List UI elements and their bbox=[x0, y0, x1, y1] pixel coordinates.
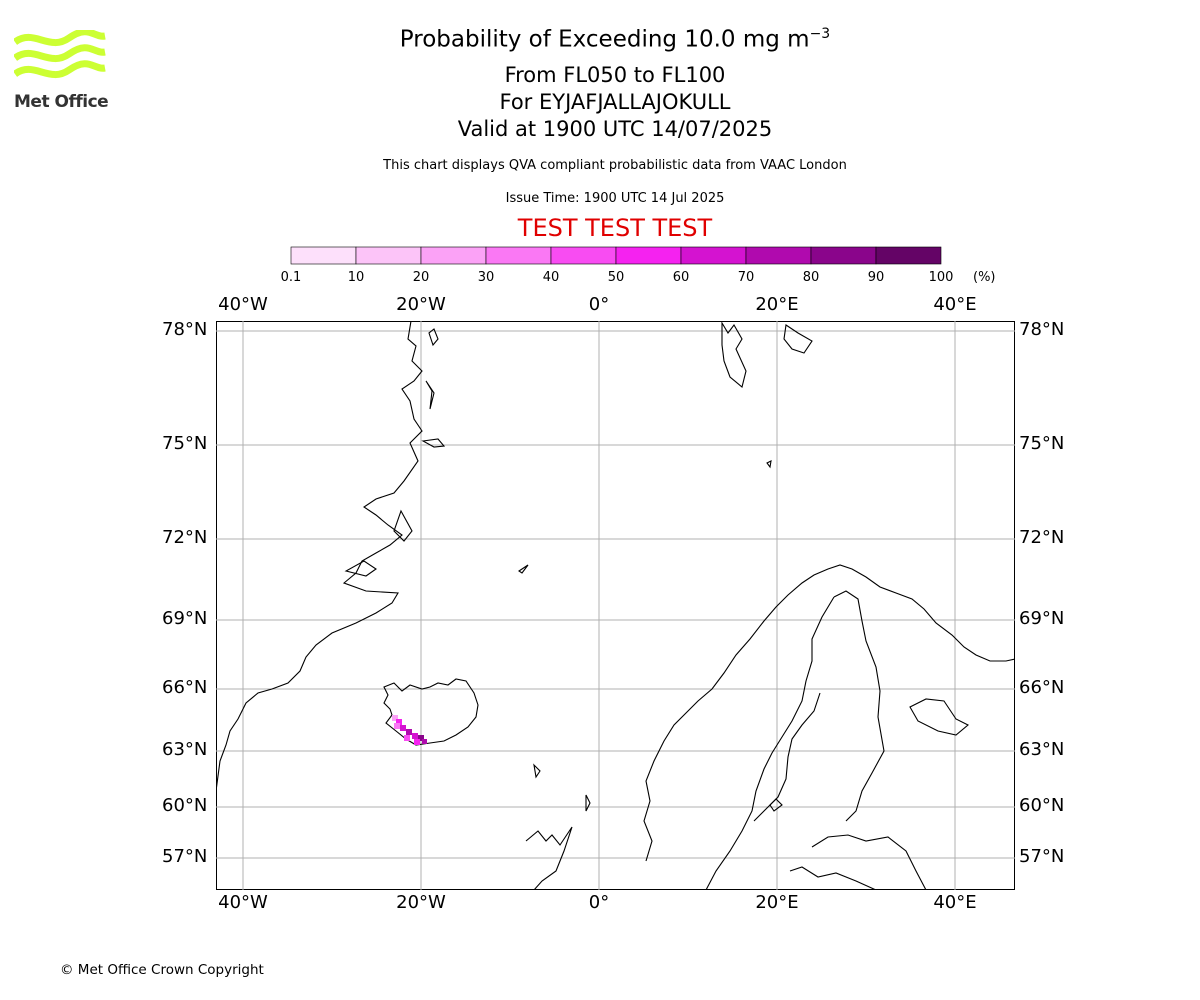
copyright: © Met Office Crown Copyright bbox=[60, 962, 264, 978]
lat-label-left: 63°N bbox=[162, 739, 208, 760]
test-banner: TEST TEST TEST bbox=[517, 214, 713, 242]
met-office-logo-icon bbox=[14, 30, 106, 79]
lat-label-left: 78°N bbox=[162, 319, 208, 340]
lat-label-left: 75°N bbox=[162, 433, 208, 454]
probability-field bbox=[392, 715, 427, 745]
lat-label-left: 57°N bbox=[162, 846, 208, 867]
lon-label-bottom: 20°W bbox=[396, 892, 446, 913]
lon-label-bottom: 0° bbox=[588, 892, 610, 913]
issue-time: Issue Time: 1900 UTC 14 Jul 2025 bbox=[505, 191, 725, 206]
lat-label-right: 57°N bbox=[1019, 846, 1065, 867]
colorbar-tick-label: 50 bbox=[607, 270, 625, 285]
colorbar-tick-label: 100 bbox=[928, 270, 954, 285]
colorbar-unit: (%) bbox=[973, 270, 996, 285]
lat-label-right: 66°N bbox=[1019, 677, 1065, 698]
chart-title: Probability of Exceeding 10.0 mg m−3 bbox=[399, 26, 831, 53]
met-office-logo-text: Met Office bbox=[14, 92, 109, 112]
lon-label-bottom: 40°W bbox=[218, 892, 268, 913]
graticule bbox=[216, 321, 1015, 890]
colorbar-segment bbox=[485, 246, 552, 265]
map-frame bbox=[216, 321, 1015, 890]
colorbar-segment bbox=[745, 246, 812, 265]
lat-label-right: 78°N bbox=[1019, 319, 1065, 340]
colorbar-tick-label: 70 bbox=[737, 270, 755, 285]
map bbox=[216, 321, 1015, 890]
colorbar-segment bbox=[550, 246, 617, 265]
colorbar-segment bbox=[680, 246, 747, 265]
lat-label-right: 63°N bbox=[1019, 739, 1065, 760]
colorbar-segment bbox=[615, 246, 682, 265]
colorbar-segment bbox=[290, 246, 357, 265]
colorbar-tick-label: 10 bbox=[347, 270, 365, 285]
colorbar-tick-label: 0.1 bbox=[280, 270, 302, 285]
coastlines bbox=[216, 321, 1015, 890]
chart-title-valid-time: Valid at 1900 UTC 14/07/2025 bbox=[457, 117, 773, 141]
lon-label-top: 20°W bbox=[396, 294, 446, 315]
lat-label-right: 72°N bbox=[1019, 527, 1065, 548]
lon-label-top: 40°E bbox=[933, 294, 977, 315]
chart-title-volcano: For EYJAFJALLAJOKULL bbox=[499, 90, 731, 114]
lat-label-right: 60°N bbox=[1019, 795, 1065, 816]
chart-subtitle: This chart displays QVA compliant probab… bbox=[383, 158, 847, 173]
colorbar-segment bbox=[420, 246, 487, 265]
lat-label-left: 66°N bbox=[162, 677, 208, 698]
lat-label-right: 69°N bbox=[1019, 608, 1065, 629]
colorbar-tick-label: 60 bbox=[672, 270, 690, 285]
lat-label-left: 72°N bbox=[162, 527, 208, 548]
colorbar-tick-label: 40 bbox=[542, 270, 560, 285]
colorbar-segment bbox=[810, 246, 877, 265]
lon-label-bottom: 20°E bbox=[755, 892, 799, 913]
colorbar-segment bbox=[355, 246, 422, 265]
colorbar-segment bbox=[875, 246, 942, 265]
colorbar-tick-label: 30 bbox=[477, 270, 495, 285]
lat-label-left: 69°N bbox=[162, 608, 208, 629]
colorbar-tick-label: 20 bbox=[412, 270, 430, 285]
colorbar bbox=[290, 246, 942, 265]
lat-label-right: 75°N bbox=[1019, 433, 1065, 454]
lat-label-left: 60°N bbox=[162, 795, 208, 816]
lon-label-top: 20°E bbox=[755, 294, 799, 315]
chart-title-levels: From FL050 to FL100 bbox=[504, 63, 726, 87]
lon-label-top: 40°W bbox=[218, 294, 268, 315]
colorbar-tick-label: 90 bbox=[867, 270, 885, 285]
lon-label-bottom: 40°E bbox=[933, 892, 977, 913]
lon-label-top: 0° bbox=[588, 294, 610, 315]
colorbar-tick-label: 80 bbox=[802, 270, 820, 285]
